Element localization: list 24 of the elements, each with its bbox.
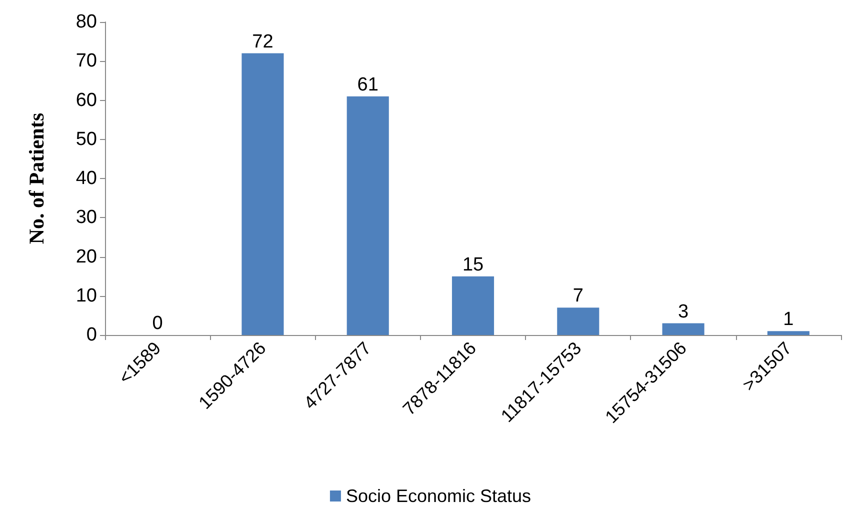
y-tick-label: 40 bbox=[76, 168, 97, 189]
y-tick-label: 80 bbox=[76, 12, 97, 32]
bar bbox=[557, 308, 600, 335]
bar bbox=[452, 276, 494, 335]
y-tick-label: 10 bbox=[76, 285, 97, 306]
y-tick-label: 0 bbox=[86, 324, 97, 346]
y-tick-label: 30 bbox=[76, 207, 97, 228]
data-label: 72 bbox=[252, 31, 274, 52]
data-label: 1 bbox=[783, 309, 794, 330]
data-label: 3 bbox=[678, 301, 689, 322]
data-label: 15 bbox=[462, 254, 484, 276]
y-tick-label: 20 bbox=[76, 246, 97, 268]
legend-label: Socio Economic Status bbox=[346, 486, 532, 506]
bar bbox=[767, 331, 810, 335]
y-tick-label: 60 bbox=[76, 90, 97, 111]
data-label: 0 bbox=[152, 313, 163, 334]
y-axis-title: No. of Patients bbox=[24, 112, 48, 244]
bar bbox=[346, 96, 389, 335]
y-tick-label: 70 bbox=[76, 50, 97, 72]
data-label: 7 bbox=[572, 286, 584, 307]
bar bbox=[662, 323, 704, 335]
y-tick-label: 50 bbox=[76, 128, 97, 150]
bar bbox=[242, 53, 284, 335]
data-label: 61 bbox=[357, 74, 378, 96]
